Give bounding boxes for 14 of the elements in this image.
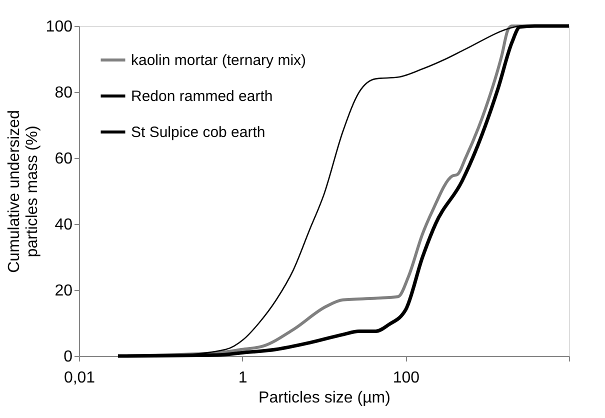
y-tick-label: 60 bbox=[54, 150, 73, 168]
x-tick-label: 1 bbox=[238, 370, 248, 386]
x-tick-label: 100 bbox=[392, 370, 420, 386]
y-tick-label: 0 bbox=[64, 348, 73, 366]
y-tick-label: 100 bbox=[46, 18, 73, 36]
x-tick-label: 0,01 bbox=[64, 370, 96, 386]
legend-label: kaolin mortar (ternary mix) bbox=[131, 52, 306, 69]
y-axis-title: Cumulative undersized particles mass (%) bbox=[6, 110, 41, 273]
legend-label: Redon rammed earth bbox=[131, 88, 273, 105]
x-axis-title: Particles size (µm) bbox=[258, 390, 390, 406]
legend-label: St Sulpice cob earth bbox=[131, 124, 266, 141]
y-tick-label: 20 bbox=[54, 282, 73, 300]
y-tick-label: 40 bbox=[54, 216, 73, 234]
y-tick-label: 80 bbox=[54, 84, 73, 102]
